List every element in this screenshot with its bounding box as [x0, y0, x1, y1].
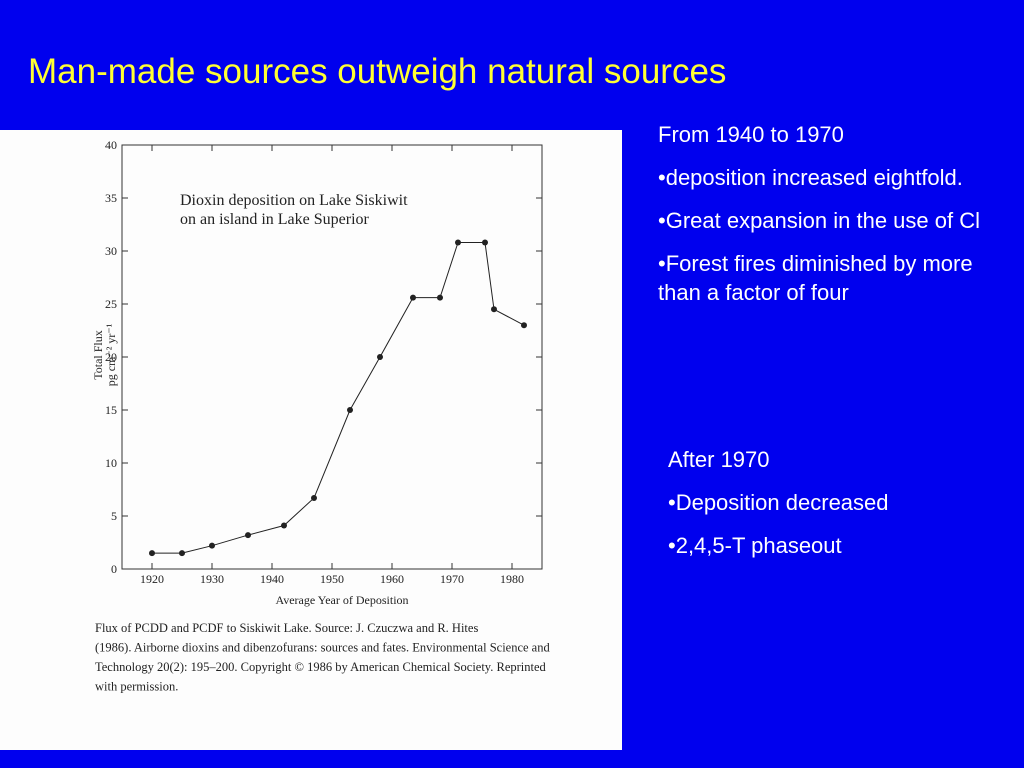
y-tick-label: 25	[105, 297, 117, 311]
y-tick-label: 35	[105, 191, 117, 205]
text-block: From 1940 to 1970 •deposition increased …	[658, 120, 1018, 321]
x-tick-label: 1920	[140, 572, 164, 586]
slide-title: Man-made sources outweigh natural source…	[28, 52, 727, 91]
annotation: Dioxin deposition on Lake Siskiwit	[180, 192, 408, 209]
bullet: •Deposition decreased	[668, 490, 889, 515]
data-point	[179, 550, 185, 557]
x-tick-label: 1970	[440, 572, 464, 586]
y-tick-label: 5	[111, 509, 117, 523]
data-point	[410, 294, 416, 301]
data-point	[437, 294, 443, 301]
data-point	[491, 306, 497, 313]
data-point	[149, 550, 155, 557]
data-point	[521, 322, 527, 329]
heading: After 1970	[668, 447, 770, 472]
data-point	[455, 239, 461, 246]
y-tick-label: 30	[105, 244, 117, 258]
data-point	[377, 354, 383, 360]
x-axis-label: Average Year of Deposition	[275, 593, 408, 607]
caption: Technology 20(2): 195–200. Copyright © 1…	[95, 660, 547, 674]
caption: (1986). Airborne dioxins and dibenzofura…	[95, 641, 550, 655]
bullet: •deposition increased eightfold.	[658, 165, 963, 190]
bullet: •Great expansion in the use of Cl	[658, 208, 980, 233]
x-tick-label: 1940	[260, 572, 284, 586]
y-tick-label: 10	[105, 456, 117, 470]
data-point	[347, 407, 353, 413]
heading: From 1940 to 1970	[658, 122, 844, 147]
y-tick-label: 20	[105, 350, 117, 364]
figure-panel	[0, 130, 622, 750]
x-tick-label: 1980	[500, 572, 524, 586]
text-block: After 1970 •Deposition decreased •2,4,5-…	[668, 445, 1024, 574]
data-point	[482, 239, 488, 246]
data-point	[281, 522, 287, 529]
y-tick-label: 0	[111, 562, 117, 576]
bullet: •Forest fires diminished by more than a …	[658, 251, 973, 305]
annotation: on an island in Lake Superior	[180, 211, 370, 228]
y-axis-label: Total Flux	[91, 330, 105, 380]
caption: Flux of PCDD and PCDF to Siskiwit Lake. …	[95, 621, 478, 635]
data-point	[245, 532, 251, 539]
data-line	[152, 242, 525, 554]
caption: with permission.	[95, 680, 178, 694]
data-point	[311, 494, 317, 501]
x-tick-label: 1950	[320, 572, 344, 586]
y-tick-label: 15	[105, 403, 117, 417]
x-tick-label: 1930	[200, 572, 224, 586]
y-tick-label: 40	[105, 138, 117, 152]
bullet: •2,4,5-T phaseout	[668, 533, 842, 558]
data-point	[209, 542, 215, 549]
x-tick-label: 1960	[380, 572, 404, 586]
chart: 0 5 10 15 20 25 30 35 40 1920 1930 1940 1950 1960 1970…	[0, 130, 622, 750]
y-axis-label: pg cm⁻² yr⁻¹	[104, 323, 118, 386]
